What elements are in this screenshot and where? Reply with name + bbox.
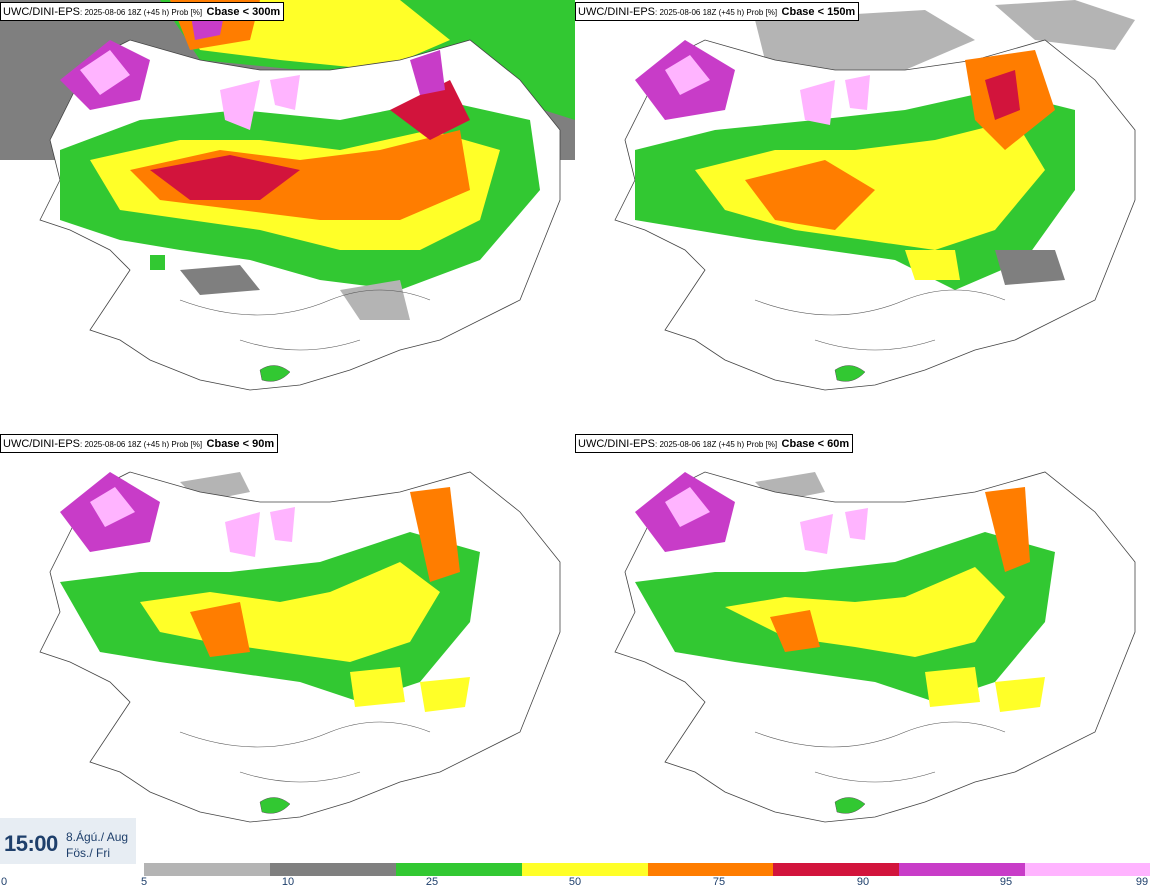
model-name: UWC/DINI-EPS xyxy=(3,6,80,18)
run-info: : 2025-08-06 18Z (+45 h) Prob [%] xyxy=(655,8,778,17)
panel-title: UWC/DINI-EPS: 2025-08-06 18Z (+45 h) Pro… xyxy=(0,2,285,21)
legend-segment xyxy=(395,863,522,876)
valid-date: 8.Ágú./ Aug xyxy=(66,830,129,844)
variable-label: Cbase < 150m xyxy=(781,6,856,18)
legend-tick: 10 xyxy=(281,876,295,888)
legend-tick: 95 xyxy=(999,876,1013,888)
variable-label: Cbase < 90m xyxy=(206,438,275,450)
legend-segment xyxy=(269,863,396,876)
legend-tick: 90 xyxy=(856,876,870,888)
iceland-map xyxy=(614,471,1136,823)
model-name: UWC/DINI-EPS xyxy=(578,6,655,18)
model-name: UWC/DINI-EPS xyxy=(3,438,80,450)
legend-tick: 5 xyxy=(140,876,148,888)
variable-label: Cbase < 300m xyxy=(206,6,281,18)
panel-title: UWC/DINI-EPS: 2025-08-06 18Z (+45 h) Pro… xyxy=(575,2,860,21)
legend-segment xyxy=(773,863,900,876)
valid-time: 15:00 xyxy=(4,831,58,856)
legend-tick: 99 xyxy=(1135,876,1149,888)
run-info: : 2025-08-06 18Z (+45 h) Prob [%] xyxy=(80,440,203,449)
legend-tick: 50 xyxy=(568,876,582,888)
valid-weekday: Fös./ Fri xyxy=(66,846,110,860)
legend-segment xyxy=(144,863,270,876)
legend-segment xyxy=(1025,863,1150,876)
iceland-map xyxy=(0,0,575,391)
colorbar-legend xyxy=(144,863,1150,876)
run-info: : 2025-08-06 18Z (+45 h) Prob [%] xyxy=(80,8,203,17)
legend-tick: 25 xyxy=(425,876,439,888)
variable-label: Cbase < 60m xyxy=(781,438,850,450)
legend-segment xyxy=(647,863,774,876)
run-info: : 2025-08-06 18Z (+45 h) Prob [%] xyxy=(655,440,778,449)
legend-tick: 75 xyxy=(712,876,726,888)
model-name: UWC/DINI-EPS xyxy=(578,438,655,450)
map-panel-cbase-150m: UWC/DINI-EPS: 2025-08-06 18Z (+45 h) Pro… xyxy=(575,0,1150,432)
legend-segment xyxy=(899,863,1026,876)
panel-title: UWC/DINI-EPS: 2025-08-06 18Z (+45 h) Pro… xyxy=(575,434,854,453)
iceland-map xyxy=(39,471,561,823)
legend-tick: 0 xyxy=(0,876,8,888)
map-panel-cbase-60m: UWC/DINI-EPS: 2025-08-06 18Z (+45 h) Pro… xyxy=(575,432,1150,864)
iceland-map xyxy=(614,0,1136,391)
panel-title: UWC/DINI-EPS: 2025-08-06 18Z (+45 h) Pro… xyxy=(0,434,279,453)
legend-segment xyxy=(521,863,648,876)
map-panel-cbase-90m: UWC/DINI-EPS: 2025-08-06 18Z (+45 h) Pro… xyxy=(0,432,575,864)
map-panel-cbase-300m: UWC/DINI-EPS: 2025-08-06 18Z (+45 h) Pro… xyxy=(0,0,575,432)
valid-time-box: 15:00 8.Ágú./ Aug Fös./ Fri xyxy=(0,818,136,864)
